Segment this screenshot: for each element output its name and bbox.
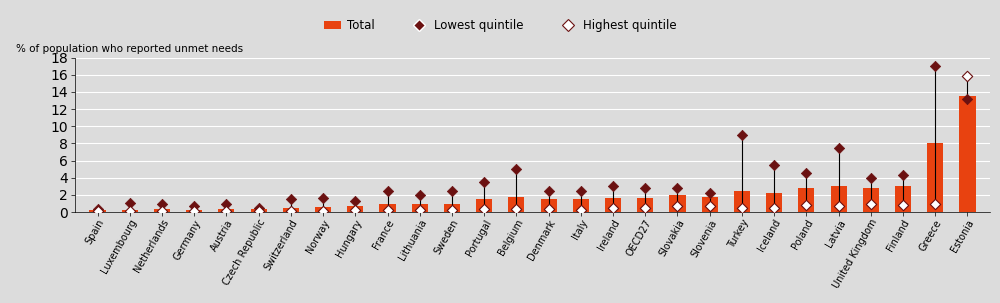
Point — [154, 208, 170, 213]
Point — [895, 203, 911, 208]
Point — [412, 192, 428, 197]
Point — [605, 205, 621, 210]
Bar — [702, 197, 718, 212]
Point — [734, 132, 750, 137]
Point — [476, 206, 492, 211]
Point — [702, 204, 718, 208]
Bar — [863, 188, 879, 212]
Point — [508, 206, 524, 211]
Point — [927, 64, 943, 68]
Bar — [444, 205, 460, 212]
Point — [90, 209, 106, 214]
Bar — [347, 206, 363, 212]
Point — [573, 188, 589, 193]
Point — [541, 206, 557, 211]
Bar — [283, 208, 299, 212]
Point — [122, 209, 138, 214]
Point — [508, 167, 524, 171]
Bar — [573, 199, 589, 212]
Legend: Total, Lowest quintile, Highest quintile: Total, Lowest quintile, Highest quintile — [319, 15, 681, 37]
Point — [541, 188, 557, 193]
Point — [831, 204, 847, 208]
Bar — [541, 199, 557, 212]
Point — [831, 145, 847, 150]
Bar — [766, 193, 782, 212]
Point — [476, 180, 492, 185]
Point — [798, 203, 814, 208]
Bar — [379, 205, 396, 212]
Point — [637, 205, 653, 210]
Point — [283, 197, 299, 202]
Point — [637, 186, 653, 191]
Point — [251, 205, 267, 210]
Point — [90, 206, 106, 211]
Point — [122, 200, 138, 205]
Point — [605, 184, 621, 189]
Point — [798, 171, 814, 176]
Point — [412, 207, 428, 212]
Bar — [734, 191, 750, 212]
Point — [347, 198, 363, 203]
Bar — [637, 198, 653, 212]
Point — [380, 208, 396, 213]
Bar — [251, 209, 267, 212]
Bar — [154, 209, 170, 212]
Point — [766, 205, 782, 210]
Point — [218, 209, 234, 214]
Point — [863, 202, 879, 207]
Bar — [508, 197, 524, 212]
Point — [154, 202, 170, 207]
Bar — [895, 186, 911, 212]
Point — [766, 162, 782, 167]
Point — [251, 208, 267, 213]
Point — [186, 204, 202, 208]
Point — [927, 201, 943, 206]
Point — [959, 74, 975, 79]
Point — [702, 191, 718, 196]
Point — [218, 202, 234, 207]
Bar — [669, 195, 686, 212]
Point — [444, 208, 460, 213]
Point — [734, 205, 750, 210]
Bar — [122, 210, 138, 212]
Point — [573, 207, 589, 212]
Point — [959, 96, 975, 101]
Point — [283, 208, 299, 213]
Bar — [89, 210, 106, 212]
Bar — [476, 199, 492, 212]
Point — [669, 186, 685, 191]
Point — [347, 208, 363, 213]
Bar — [927, 143, 943, 212]
Bar — [315, 207, 331, 212]
Bar — [186, 210, 202, 212]
Bar — [959, 96, 976, 212]
Point — [444, 188, 460, 193]
Bar — [798, 188, 814, 212]
Bar — [605, 198, 621, 212]
Point — [315, 195, 331, 200]
Bar — [831, 186, 847, 212]
Point — [669, 204, 685, 208]
Point — [863, 175, 879, 180]
Point — [895, 173, 911, 178]
Bar — [218, 209, 234, 212]
Point — [186, 209, 202, 214]
Point — [380, 188, 396, 193]
Point — [315, 208, 331, 213]
Bar — [412, 204, 428, 212]
Text: % of population who reported unmet needs: % of population who reported unmet needs — [16, 45, 243, 55]
